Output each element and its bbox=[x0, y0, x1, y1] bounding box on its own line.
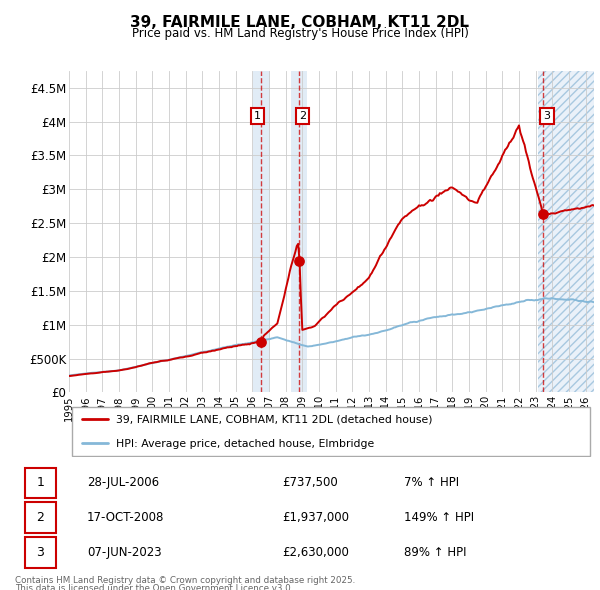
Text: £2,630,000: £2,630,000 bbox=[283, 546, 350, 559]
Text: £737,500: £737,500 bbox=[283, 476, 338, 489]
Text: 2: 2 bbox=[36, 511, 44, 525]
FancyBboxPatch shape bbox=[25, 467, 56, 498]
FancyBboxPatch shape bbox=[71, 408, 590, 455]
Text: 39, FAIRMILE LANE, COBHAM, KT11 2DL: 39, FAIRMILE LANE, COBHAM, KT11 2DL bbox=[131, 15, 470, 30]
Text: 149% ↑ HPI: 149% ↑ HPI bbox=[404, 511, 474, 525]
FancyBboxPatch shape bbox=[25, 537, 56, 568]
Text: 28-JUL-2006: 28-JUL-2006 bbox=[87, 476, 159, 489]
Text: 1: 1 bbox=[254, 111, 261, 121]
Text: 39, FAIRMILE LANE, COBHAM, KT11 2DL (detached house): 39, FAIRMILE LANE, COBHAM, KT11 2DL (det… bbox=[116, 415, 433, 425]
Text: £1,937,000: £1,937,000 bbox=[283, 511, 350, 525]
Text: Price paid vs. HM Land Registry's House Price Index (HPI): Price paid vs. HM Land Registry's House … bbox=[131, 27, 469, 40]
Text: This data is licensed under the Open Government Licence v3.0.: This data is licensed under the Open Gov… bbox=[15, 584, 293, 590]
Text: 3: 3 bbox=[36, 546, 44, 559]
Text: HPI: Average price, detached house, Elmbridge: HPI: Average price, detached house, Elmb… bbox=[116, 439, 374, 449]
Bar bbox=[538, 71, 594, 392]
Text: Contains HM Land Registry data © Crown copyright and database right 2025.: Contains HM Land Registry data © Crown c… bbox=[15, 576, 355, 585]
Point bbox=[257, 337, 266, 347]
Text: 07-JUN-2023: 07-JUN-2023 bbox=[87, 546, 161, 559]
Text: 17-OCT-2008: 17-OCT-2008 bbox=[87, 511, 164, 525]
Point bbox=[294, 257, 304, 266]
Point bbox=[539, 209, 548, 219]
Text: 3: 3 bbox=[544, 111, 550, 121]
Text: 89% ↑ HPI: 89% ↑ HPI bbox=[404, 546, 466, 559]
Bar bbox=[253, 71, 269, 392]
Text: 7% ↑ HPI: 7% ↑ HPI bbox=[404, 476, 459, 489]
Bar bbox=[538, 71, 594, 392]
FancyBboxPatch shape bbox=[25, 503, 56, 533]
Bar bbox=[290, 71, 307, 392]
Text: 2: 2 bbox=[299, 111, 306, 121]
Text: 1: 1 bbox=[36, 476, 44, 489]
